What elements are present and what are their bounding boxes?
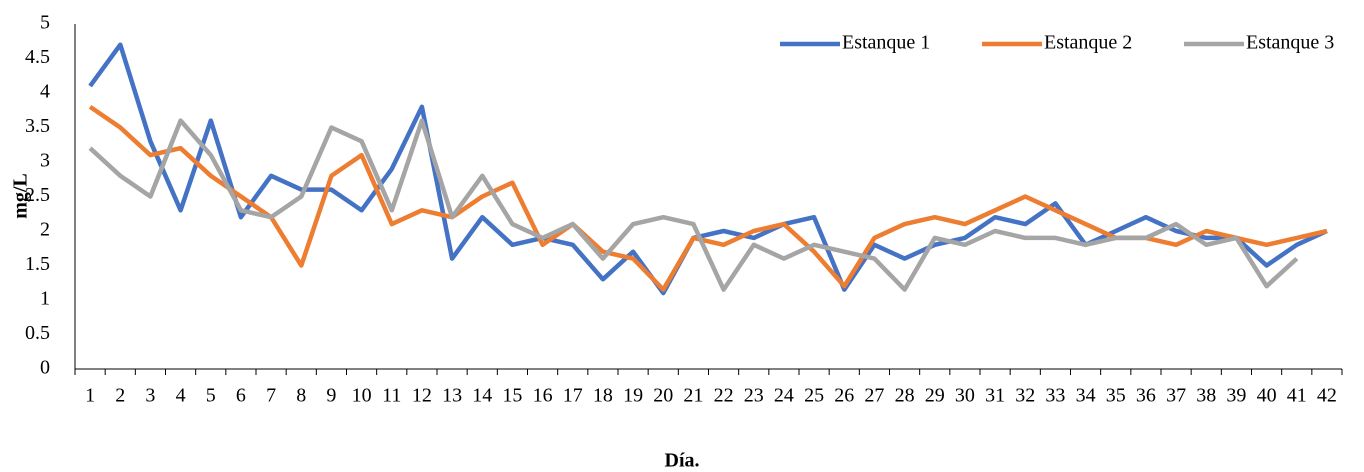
x-tick-label: 42 [1317, 385, 1337, 407]
y-axis-title: mg/L [10, 173, 32, 219]
x-tick-label: 9 [326, 385, 336, 407]
x-tick-label: 32 [1015, 385, 1035, 407]
x-tick-label: 27 [864, 385, 884, 407]
x-tick-label: 1 [85, 385, 95, 407]
y-tick-label: 0.5 [25, 322, 50, 344]
x-tick-label: 3 [145, 385, 155, 407]
x-tick-label: 25 [804, 385, 824, 407]
x-tick-label: 20 [653, 385, 673, 407]
x-axis-title: Día. [665, 450, 700, 472]
x-tick-label: 41 [1287, 385, 1307, 407]
x-tick-label: 17 [563, 385, 583, 407]
x-tick-label: 12 [412, 385, 432, 407]
x-tick-label: 8 [296, 385, 306, 407]
x-tick-label: 15 [502, 385, 522, 407]
y-tick-label: 1.5 [25, 253, 50, 275]
x-tick-label: 33 [1045, 385, 1065, 407]
x-tick-label: 7 [266, 385, 276, 407]
x-tick-label: 28 [895, 385, 915, 407]
y-tick-label: 1 [40, 288, 50, 310]
y-tick-label: 2 [40, 219, 50, 241]
x-tick-label: 31 [985, 385, 1005, 407]
y-tick-label: 3 [40, 150, 50, 172]
legend-label: Estanque 3 [1246, 32, 1334, 54]
x-tick-label: 11 [382, 385, 401, 407]
y-tick-label: 0 [40, 357, 50, 379]
x-tick-label: 30 [955, 385, 975, 407]
legend-label: Estanque 1 [842, 32, 930, 54]
y-tick-label: 4.5 [25, 46, 50, 68]
y-tick-label: 3.5 [25, 115, 50, 137]
x-tick-label: 10 [352, 385, 372, 407]
x-tick-label: 22 [714, 385, 734, 407]
x-tick-label: 19 [623, 385, 643, 407]
x-tick-label: 24 [774, 385, 794, 407]
x-tick-label: 23 [744, 385, 764, 407]
series-line [88, 42, 1328, 296]
x-tick-label: 26 [834, 385, 854, 407]
x-tick-label: 36 [1136, 385, 1156, 407]
x-tick-label: 14 [472, 385, 492, 407]
x-tick-label: 38 [1196, 385, 1216, 407]
y-tick-label: 4 [40, 81, 50, 103]
x-tick-label: 4 [176, 385, 186, 407]
x-tick-label: 40 [1257, 385, 1277, 407]
x-tick-label: 35 [1106, 385, 1126, 407]
x-tick-label: 29 [925, 385, 945, 407]
x-tick-label: 39 [1226, 385, 1246, 407]
legend-label: Estanque 2 [1044, 32, 1132, 54]
series-line [88, 118, 1299, 292]
x-tick-label: 34 [1076, 385, 1096, 407]
x-tick-label: 2 [115, 385, 125, 407]
x-tick-label: 16 [533, 385, 553, 407]
x-tick-label: 21 [683, 385, 703, 407]
x-tick-label: 6 [236, 385, 246, 407]
x-tick-label: 18 [593, 385, 613, 407]
x-tick-label: 37 [1166, 385, 1186, 407]
x-tick-label: 13 [442, 385, 462, 407]
y-tick-label: 5 [40, 12, 50, 34]
y-tick-label: 2.5 [25, 184, 50, 206]
x-tick-label: 5 [206, 385, 216, 407]
